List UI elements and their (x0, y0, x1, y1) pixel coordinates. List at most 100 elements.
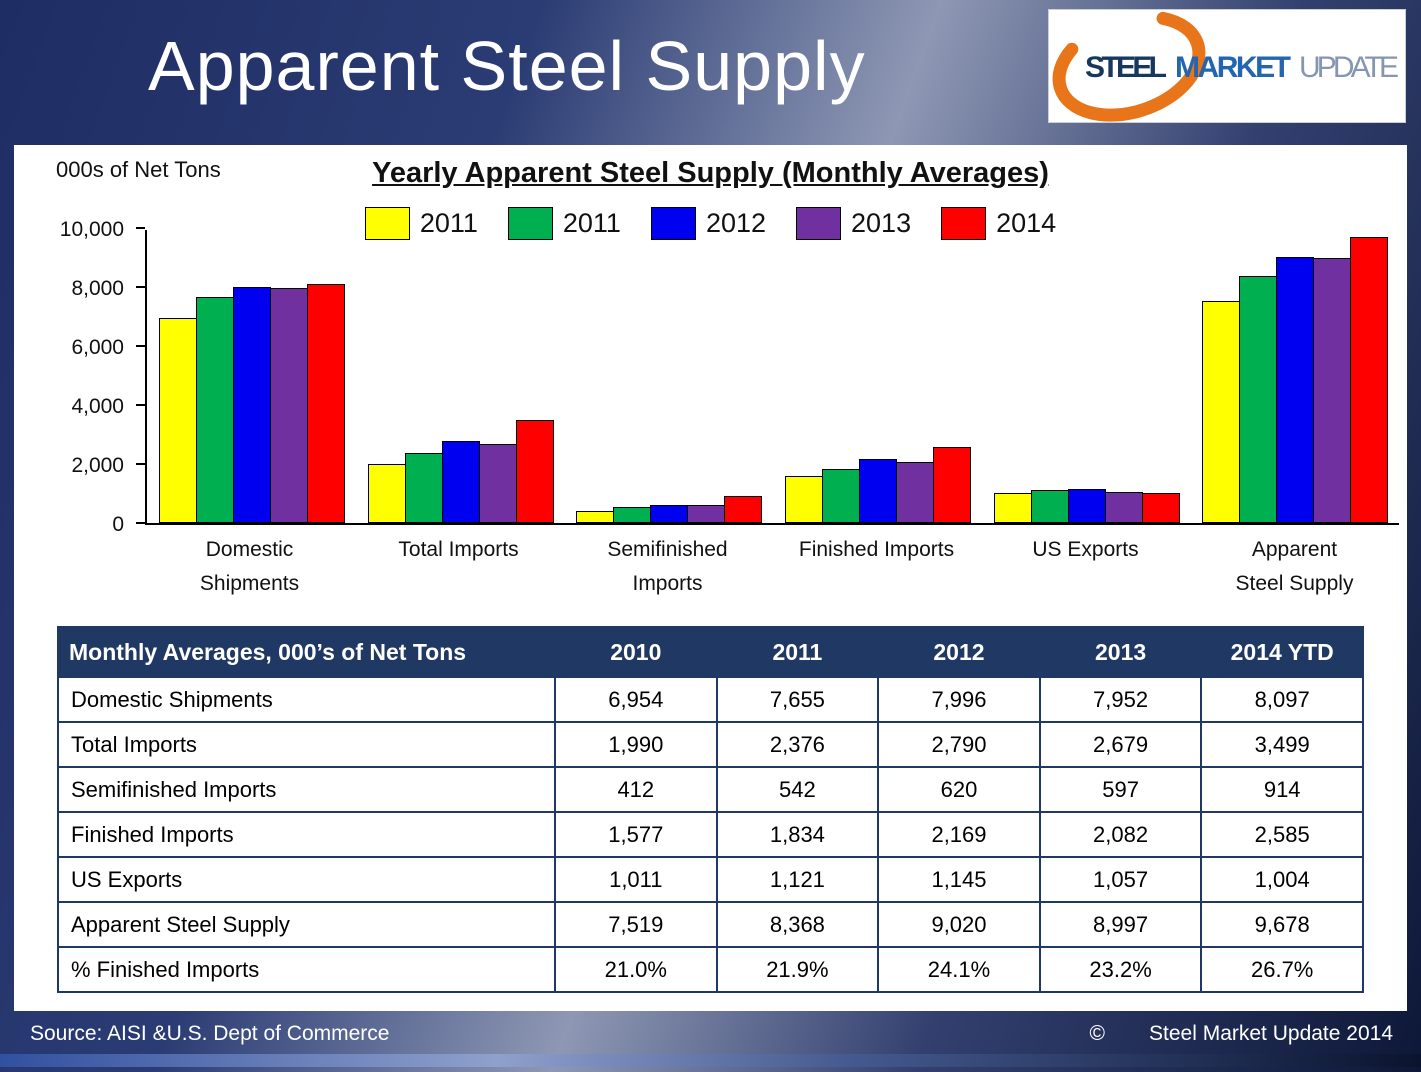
table-cell: 24.1% (877, 946, 1041, 993)
chart-title: Yearly Apparent Steel Supply (Monthly Av… (372, 157, 1049, 189)
table-cell: 1,121 (715, 856, 880, 903)
table-cell: Finished Imports (57, 811, 556, 858)
bar-2010 (158, 318, 197, 523)
bar-2012 (441, 441, 480, 523)
table-row: Apparent Steel Supply 7,519 8,368 9,020 8,99… (57, 901, 1364, 948)
y-tick-mark (136, 522, 145, 524)
bar-2014-ytd (306, 284, 345, 523)
legend-swatch-icon (796, 207, 842, 240)
logo: STEEL MARKET UPDATE (1049, 10, 1405, 122)
chart-legend: 2011 2011 2012 2013 2014 (14, 207, 1407, 240)
bar-2012 (232, 287, 271, 523)
bar-2011 (1239, 276, 1278, 523)
table-header-cell: 2011 (715, 626, 880, 678)
bar-2010 (576, 511, 615, 523)
table-cell: 542 (715, 766, 880, 813)
table-cell: 2,082 (1038, 811, 1203, 858)
bar-2013 (687, 505, 726, 523)
bar-2014-ytd (1350, 237, 1389, 523)
y-tick-label: 4,000 (71, 395, 124, 418)
bar-group (147, 230, 356, 523)
table-cell: 2,585 (1200, 811, 1364, 858)
copyright: © Steel Market Update 2014 (1090, 1022, 1393, 1046)
table-cell: 7,519 (554, 901, 718, 948)
table-cell: 21.0% (554, 946, 718, 993)
bar-2013 (895, 462, 934, 523)
table-header-cell: 2012 (877, 626, 1041, 678)
logo-swoosh-icon (1052, 10, 1206, 122)
copyright-text: Steel Market Update 2014 (1149, 1022, 1393, 1045)
table-cell: 2,376 (715, 721, 880, 768)
bar-2012 (1067, 489, 1106, 523)
logo-word-update: UPDATE (1299, 51, 1399, 84)
table-cell: 1,011 (554, 856, 718, 903)
category-label: US Exports (1032, 538, 1139, 561)
table-cell: 1,834 (715, 811, 880, 858)
bottom-accent-bar (0, 1054, 1421, 1067)
table-cell: 412 (554, 766, 718, 813)
bar-group (356, 230, 565, 523)
table-cell: Semifinished Imports (57, 766, 556, 813)
table-cell: 6,954 (554, 676, 718, 723)
table-cell: 914 (1200, 766, 1364, 813)
y-tick-mark (136, 286, 145, 288)
y-tick-label: 0 (112, 513, 124, 536)
content-panel: 000s of Net Tons Yearly Apparent Steel S… (14, 145, 1407, 1011)
table-cell: Apparent Steel Supply (57, 901, 556, 948)
bar-2013 (269, 288, 308, 523)
table-cell: 1,577 (554, 811, 718, 858)
legend-item: 2011 (364, 207, 478, 240)
table-row: % Finished Imports 21.0% 21.9% 24.1% 23.2% 26… (57, 946, 1364, 993)
legend-item: 2012 (650, 207, 767, 240)
bar-2010 (367, 464, 406, 523)
category-label: Total Imports (398, 538, 519, 561)
bar-2011 (821, 469, 860, 523)
table-row: Domestic Shipments 6,954 7,655 7,996 7,952 8,… (57, 676, 1364, 723)
legend-label: 2014 (996, 208, 1057, 238)
y-tick-mark (136, 227, 145, 229)
table-cell: 1,990 (554, 721, 718, 768)
table-cell: Domestic Shipments (57, 676, 556, 723)
table-cell: 2,790 (877, 721, 1041, 768)
legend-swatch-icon (650, 207, 696, 240)
table-cell: 2,169 (877, 811, 1041, 858)
category-label: Domestic Shipments (199, 538, 300, 595)
y-tick-mark (136, 404, 145, 406)
bar-2011 (195, 297, 234, 523)
y-tick-label: 2,000 (71, 454, 124, 477)
logo-word-steel: STEEL (1085, 51, 1167, 84)
bar-2013 (1313, 258, 1352, 523)
table-row: Semifinished Imports 412 542 620 597 914 (57, 766, 1364, 813)
bar-group (564, 230, 773, 523)
table-cell: 2,679 (1038, 721, 1203, 768)
y-tick-mark (136, 345, 145, 347)
table-cell: 7,952 (1038, 676, 1203, 723)
legend-swatch-icon (507, 207, 553, 240)
table-row: Total Imports 1,990 2,376 2,790 2,679 3,499 (57, 721, 1364, 768)
bar-2010 (784, 476, 823, 523)
legend-item: 2013 (796, 207, 911, 240)
legend-label: 2011 (562, 208, 621, 238)
bar-2012 (650, 505, 689, 523)
legend-label: 2013 (851, 208, 912, 238)
plot-area (136, 227, 1399, 525)
bar-group (773, 230, 982, 523)
table-cell: 21.9% (715, 946, 880, 993)
table-cell: Total Imports (57, 721, 556, 768)
table-cell: % Finished Imports (57, 946, 556, 993)
legend-label: 2011 (419, 208, 478, 238)
table-cell: 597 (1038, 766, 1203, 813)
bar-2010 (993, 493, 1032, 523)
bar-2010 (1202, 301, 1241, 523)
bar-2014-ytd (1141, 493, 1180, 523)
logo-graphic: STEEL MARKET UPDATE (1052, 10, 1399, 122)
table-cell: 620 (877, 766, 1041, 813)
logo-word-market: MARKET (1175, 51, 1291, 84)
legend-item: 2011 (507, 207, 621, 240)
legend-label: 2012 (705, 208, 767, 238)
bar-groups (147, 230, 1399, 523)
table-cell: 1,145 (877, 856, 1041, 903)
slide-title: Apparent Steel Supply (148, 27, 866, 105)
table-header-cell: 2013 (1038, 626, 1203, 678)
category-label: Apparent Steel Supply (1235, 538, 1354, 595)
